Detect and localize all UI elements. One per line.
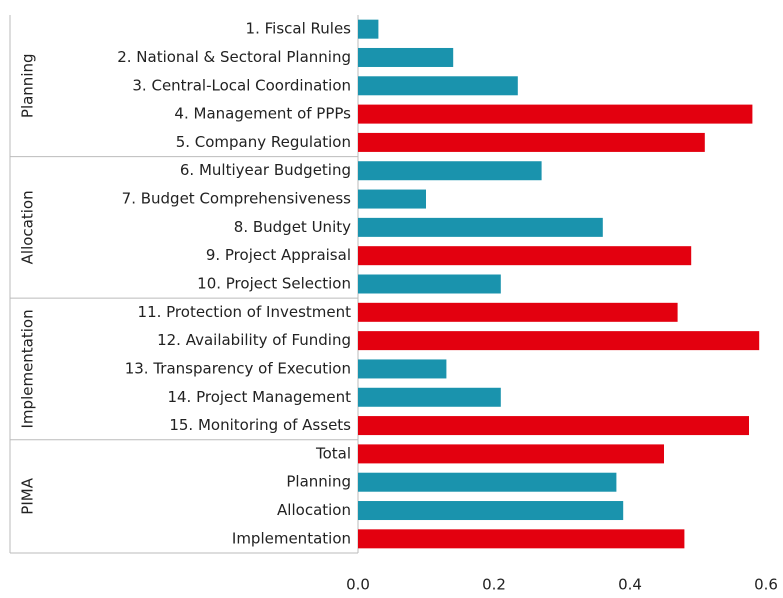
group-label: Allocation — [19, 190, 37, 264]
bar — [358, 331, 760, 351]
group-label: Implementation — [19, 309, 37, 428]
y-tick-label: 8. Budget Unity — [234, 218, 351, 236]
bar — [358, 501, 624, 521]
bar — [358, 387, 501, 407]
bar — [358, 444, 664, 464]
y-tick-label: 14. Project Management — [167, 388, 351, 406]
bar — [358, 529, 685, 549]
y-tick-label: 13. Transparency of Execution — [125, 359, 351, 377]
bar — [358, 416, 749, 436]
y-tick-label: 12. Availability of Funding — [157, 331, 351, 349]
bar — [358, 359, 447, 379]
group-label: PIMA — [19, 477, 37, 514]
bar — [358, 19, 379, 39]
x-tick-label: 0.4 — [618, 576, 642, 594]
bar — [358, 302, 678, 322]
y-tick-label: 5. Company Regulation — [176, 133, 351, 151]
y-tick-label: 9. Project Appraisal — [206, 246, 351, 264]
x-tick-label: 0.6 — [754, 576, 778, 594]
y-tick-label: 15. Monitoring of Assets — [169, 416, 351, 434]
y-tick-label: Allocation — [277, 501, 351, 519]
y-tick-label: Implementation — [232, 529, 351, 547]
bar — [358, 246, 692, 266]
y-tick-label: 4. Management of PPPs — [174, 105, 351, 123]
y-tick-label: Planning — [286, 473, 351, 491]
y-tick-label: Total — [315, 444, 351, 462]
bar — [358, 472, 617, 492]
bar — [358, 189, 426, 209]
bar — [358, 161, 542, 181]
bar — [358, 132, 705, 152]
bar — [358, 104, 753, 124]
bar — [358, 274, 501, 294]
y-tick-label: 3. Central-Local Coordination — [132, 76, 351, 94]
x-tick-label: 0.0 — [346, 576, 370, 594]
y-tick-label: 11. Protection of Investment — [138, 303, 352, 321]
y-tick-label: 10. Project Selection — [197, 275, 351, 293]
y-tick-label: 2. National & Sectoral Planning — [117, 48, 351, 66]
x-tick-label: 0.2 — [482, 576, 506, 594]
y-tick-label: 1. Fiscal Rules — [246, 20, 352, 38]
y-tick-label: 6. Multiyear Budgeting — [180, 161, 351, 179]
group-label: Planning — [19, 53, 37, 118]
y-tick-label: 7. Budget Comprehensiveness — [122, 190, 352, 208]
bar — [358, 217, 603, 237]
bar — [358, 76, 518, 96]
bar — [358, 47, 454, 67]
